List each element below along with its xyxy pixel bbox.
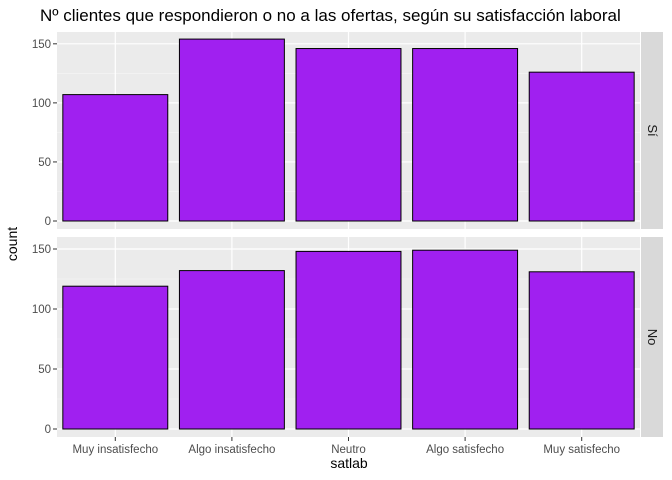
y-tick-label: 0 <box>45 424 51 436</box>
x-tick-label: Algo insatisfecho <box>188 444 275 456</box>
bar-No-Algo insatisfecho <box>178 270 285 430</box>
facet-panel-2: 0 50 100 150 No <box>32 237 663 437</box>
bar-Sí-Neutro <box>295 48 402 222</box>
bar-No-Muy satisfecho <box>528 271 635 430</box>
chart-title: Nº clientes que respondieron o no a las … <box>40 6 621 25</box>
bar-No-Algo satisfecho <box>412 249 519 430</box>
y-tick-label: 150 <box>32 39 51 51</box>
facet-strip <box>641 32 663 229</box>
y-tick-label: 0 <box>45 216 51 228</box>
x-tick-label: Muy insatisfecho <box>72 444 158 456</box>
y-axis-title: count <box>4 227 20 261</box>
x-tick-label: Neutro <box>331 444 366 456</box>
facet-panels: 0 50 100 150 Sí 0 50 100 150 No <box>32 32 663 437</box>
y-tick-label: 50 <box>38 364 51 376</box>
y-tick-label: 100 <box>32 304 51 316</box>
bar-Sí-Muy satisfecho <box>528 71 635 222</box>
x-tick-label: Muy satisfecho <box>543 444 620 456</box>
x-axis-title: satlab <box>330 455 368 471</box>
facet-strip-label: No <box>645 329 660 346</box>
bar-Sí-Muy insatisfecho <box>62 94 169 222</box>
x-axis-tick-labels: Muy insatisfecho Algo insatisfecho Neutro A… <box>72 437 620 456</box>
bar-Sí-Algo satisfecho <box>412 48 519 222</box>
facet-strip-label: Sí <box>645 124 660 137</box>
x-tick-label: Algo satisfecho <box>426 444 504 456</box>
bar-No-Neutro <box>295 250 402 430</box>
y-tick-label: 150 <box>32 244 51 256</box>
y-tick-label: 100 <box>32 98 51 110</box>
facet-strip <box>641 237 663 437</box>
facet-panel-1: 0 50 100 150 Sí <box>32 32 663 229</box>
y-tick-label: 50 <box>38 157 51 169</box>
bar-No-Muy insatisfecho <box>62 285 169 430</box>
bar-Sí-Algo insatisfecho <box>178 38 285 222</box>
